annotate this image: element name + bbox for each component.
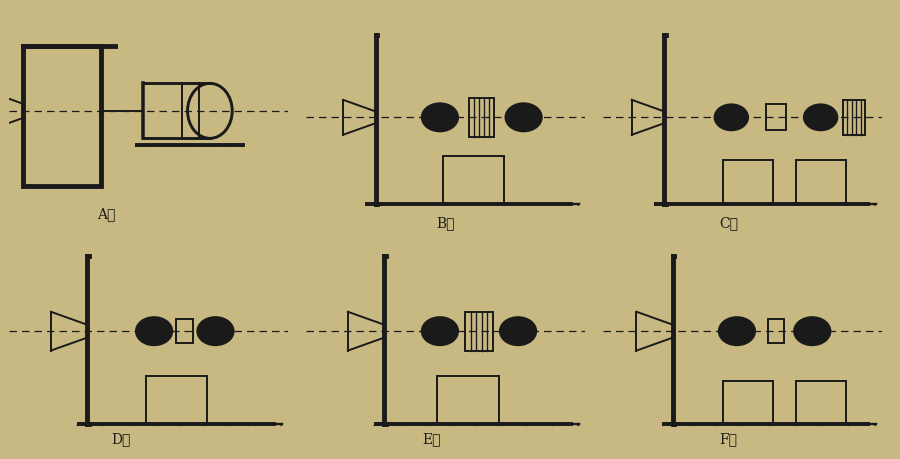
Text: D式: D式: [111, 432, 130, 446]
Text: A式: A式: [97, 207, 116, 221]
Bar: [176, 319, 194, 343]
Bar: [843, 100, 865, 134]
Circle shape: [422, 317, 458, 345]
Bar: [465, 312, 493, 351]
Bar: [766, 104, 786, 130]
Circle shape: [804, 104, 837, 130]
Circle shape: [794, 317, 831, 345]
Bar: [768, 319, 785, 343]
Circle shape: [136, 317, 172, 345]
Text: E式: E式: [422, 432, 441, 446]
Text: C式: C式: [719, 216, 738, 230]
Bar: [469, 98, 494, 137]
Bar: [23, 46, 101, 186]
Text: F式: F式: [720, 432, 737, 446]
Circle shape: [197, 317, 234, 345]
Circle shape: [422, 103, 458, 131]
Text: B式: B式: [436, 216, 454, 230]
Circle shape: [719, 317, 755, 345]
Circle shape: [500, 317, 536, 345]
Circle shape: [715, 104, 748, 130]
Circle shape: [506, 103, 542, 131]
